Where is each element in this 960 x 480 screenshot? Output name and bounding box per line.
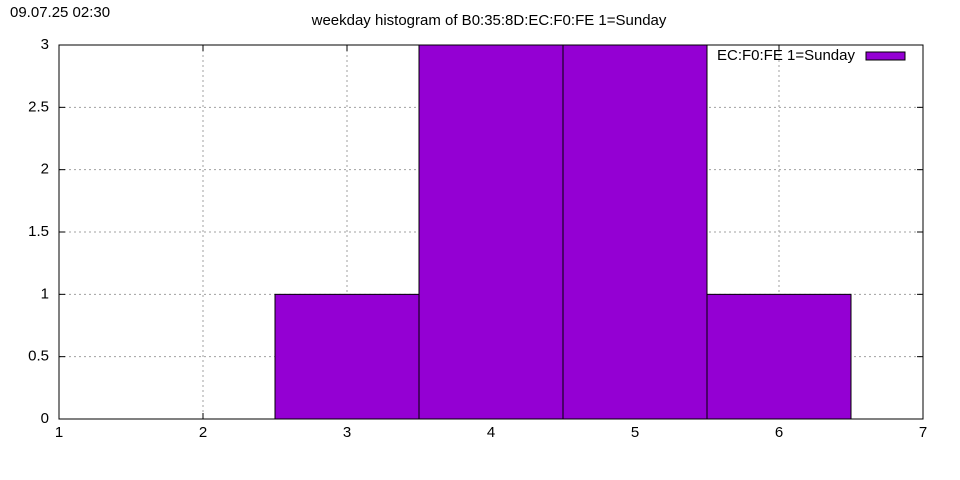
y-tick-label: 2.5 <box>28 98 49 115</box>
x-tick-label: 1 <box>55 424 63 441</box>
y-tick-label: 0.5 <box>28 348 49 365</box>
x-tick-label: 3 <box>343 424 351 441</box>
bar <box>274 293 420 420</box>
timestamp: 09.07.25 02:30 <box>10 4 110 21</box>
y-tick-label: 1 <box>41 285 49 302</box>
y-tick-label: 2 <box>41 161 49 178</box>
bar <box>418 44 564 420</box>
x-tick-label: 5 <box>631 424 639 441</box>
y-tick-label: 3 <box>41 36 49 53</box>
bar <box>706 293 852 420</box>
plot-border <box>58 44 924 420</box>
x-tick-label: 2 <box>199 424 207 441</box>
x-tick-label: 6 <box>775 424 783 441</box>
x-tick-label: 4 <box>487 424 495 441</box>
legend-swatch <box>865 51 906 61</box>
y-tick-label: 1.5 <box>28 223 49 240</box>
chart-title: weekday histogram of B0:35:8D:EC:F0:FE 1… <box>311 12 667 29</box>
x-tick-label: 7 <box>919 424 927 441</box>
y-tick-label: 0 <box>41 410 49 427</box>
bar <box>562 44 708 420</box>
legend-label: EC:F0:FE 1=Sunday <box>717 47 855 64</box>
